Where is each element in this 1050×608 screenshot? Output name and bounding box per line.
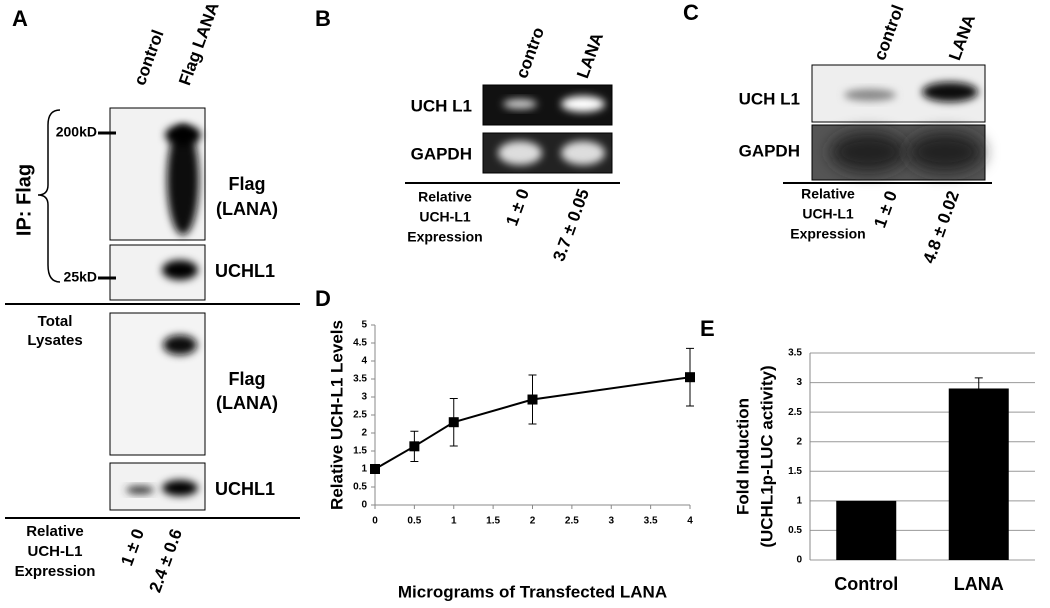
y-tick-label: 0 — [361, 500, 367, 511]
data-point — [527, 394, 538, 405]
bar — [948, 388, 1009, 560]
relative-label: Expression — [407, 229, 482, 245]
gel-b2 — [482, 132, 613, 174]
relative-label: UCH-L1 — [419, 209, 471, 225]
x-tick-label: 1.5 — [486, 516, 500, 527]
blot-label: UCH L1 — [411, 96, 472, 115]
section-label: Total — [38, 313, 73, 330]
blot-label: (LANA) — [216, 393, 278, 413]
y-tick-label: 4.5 — [353, 338, 367, 349]
blot-label: Flag — [228, 369, 265, 389]
relative-value: 2.4 ± 0.6 — [146, 526, 186, 595]
x-tick-label: 4 — [687, 516, 693, 527]
x-tick-label: 3.5 — [644, 516, 658, 527]
x-tick-label: 1 — [451, 516, 457, 527]
data-point — [448, 417, 459, 428]
blot-a1 — [109, 107, 206, 241]
y-tick-label: 0.5 — [353, 482, 367, 493]
y-tick-label: 1 — [361, 464, 367, 475]
relative-value: 1 ± 0 — [870, 188, 901, 230]
y-tick-label: 1 — [796, 495, 802, 506]
x-axis-label: Micrograms of Transfected LANA — [398, 582, 667, 601]
relative-value: 1 ± 0 — [117, 526, 148, 568]
y-tick-label: 1.5 — [788, 466, 802, 477]
x-tick-label: 0.5 — [407, 516, 421, 527]
y-tick-label: 1.5 — [353, 446, 367, 457]
panel-label: E — [700, 316, 715, 341]
y-axis-label: (UCHL1p-LUC activity) — [757, 365, 776, 547]
ip-label: IP: Flag — [13, 164, 35, 236]
blot-label: (LANA) — [216, 199, 278, 219]
blot-label: GAPDH — [411, 144, 472, 163]
blot-label: Flag — [228, 174, 265, 194]
y-tick-label: 3.5 — [788, 348, 802, 359]
lane-label: Flag LANA — [175, 0, 223, 88]
relative-label: Relative — [801, 186, 855, 202]
gel-b1 — [482, 84, 613, 126]
lane-label: LANA — [573, 30, 607, 81]
y-tick-label: 2.5 — [353, 410, 367, 421]
bar — [836, 500, 897, 560]
data-point — [409, 441, 420, 452]
blot-label: UCHL1 — [215, 479, 275, 499]
data-point — [685, 372, 695, 383]
y-tick-label: 2.5 — [788, 407, 802, 418]
panel-label: B — [315, 6, 331, 31]
blot-a2 — [109, 244, 206, 301]
x-tick-label: 2.5 — [565, 516, 579, 527]
blot-c1 — [811, 64, 986, 123]
y-tick-label: 3 — [796, 377, 802, 388]
y-tick-label: 2 — [796, 436, 802, 447]
lane-label: control — [130, 27, 168, 88]
panel-label: C — [683, 0, 699, 25]
section-label: Lysates — [27, 332, 82, 349]
y-tick-label: 3 — [361, 392, 367, 403]
x-tick-label: 2 — [530, 516, 536, 527]
marker-label: 25kD — [64, 269, 97, 285]
blot-a3 — [109, 312, 206, 456]
y-tick-label: 5 — [361, 320, 367, 331]
lane-label: control — [870, 2, 908, 63]
error-bar — [974, 377, 983, 389]
relative-value: 4.8 ± 0.02 — [919, 188, 963, 265]
marker-label: 200kD — [56, 124, 97, 140]
blot-label: UCH L1 — [739, 89, 800, 108]
blot-label: GAPDH — [739, 141, 800, 160]
relative-label: UCH-L1 — [28, 543, 83, 560]
bracket — [37, 109, 61, 283]
panel-label: D — [315, 286, 331, 311]
y-tick-label: 0.5 — [788, 525, 802, 536]
relative-label: UCH-L1 — [802, 206, 854, 222]
data-point — [370, 464, 380, 474]
y-tick-label: 0 — [796, 555, 802, 566]
panel-label: A — [12, 6, 28, 31]
blot-label: UCHL1 — [215, 261, 275, 281]
y-tick-label: 4 — [361, 356, 367, 367]
lane-label: LANA — [945, 12, 979, 63]
relative-label: Relative — [26, 523, 84, 540]
blot-c2 — [811, 124, 986, 181]
y-axis-label: Fold Induction — [733, 398, 752, 515]
blot-a4 — [109, 462, 206, 511]
relative-label: Relative — [418, 189, 472, 205]
x-tick-label: 3 — [608, 516, 614, 527]
relative-value: 1 ± 0 — [502, 186, 533, 228]
x-tick-label: Control — [834, 574, 898, 594]
x-tick-label: LANA — [954, 574, 1004, 594]
x-tick-label: 0 — [372, 516, 378, 527]
relative-label: Expression — [15, 563, 96, 580]
lane-label: contro — [512, 25, 548, 81]
y-tick-label: 3.5 — [353, 374, 367, 385]
y-axis-label: Relative UCH-L1 Levels — [327, 320, 346, 510]
y-tick-label: 2 — [361, 428, 367, 439]
relative-value: 3.7 ± 0.05 — [549, 186, 593, 263]
relative-label: Expression — [790, 226, 865, 242]
